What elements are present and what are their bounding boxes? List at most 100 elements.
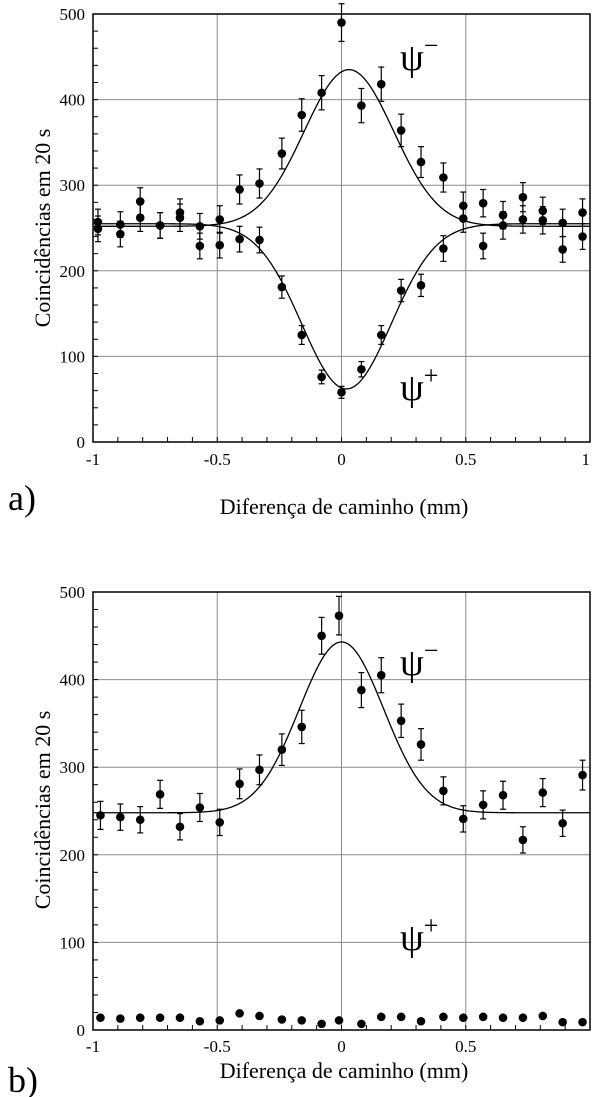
- data-point-s0: [376, 670, 386, 680]
- data-point-s0: [195, 803, 205, 812]
- x-tick-label: 0.5: [455, 450, 476, 469]
- data-point-s0: [116, 812, 125, 822]
- psi-annotation-0: ψ−: [400, 31, 438, 79]
- data-point-s1: [116, 229, 125, 239]
- data-point-s1: [478, 1012, 488, 1022]
- psi-superscript: −: [424, 636, 439, 665]
- data-point-s1: [277, 1015, 287, 1024]
- y-tick-label: 400: [60, 671, 86, 690]
- data-point-s1: [416, 281, 426, 290]
- data-point-s1: [93, 224, 103, 234]
- x-tick-label: -0.5: [204, 1037, 231, 1056]
- data-point-s0: [538, 788, 548, 797]
- data-point-s1: [215, 1016, 225, 1025]
- psi-annotation-1: ψ+: [400, 361, 438, 409]
- psi-symbol: ψ: [400, 367, 424, 409]
- x-tick-label: 0: [337, 450, 346, 469]
- data-point-s0: [297, 110, 307, 120]
- panel-label: a): [8, 478, 36, 518]
- data-point-s1: [155, 1013, 165, 1023]
- data-point-s0: [255, 179, 264, 188]
- data-point-s1: [578, 1017, 587, 1027]
- data-point-s1: [498, 1013, 508, 1023]
- data-point-s0: [175, 822, 185, 832]
- x-axis-label: Diferença de caminho (mm): [220, 1058, 469, 1083]
- data-point-s1: [439, 244, 448, 253]
- y-tick-label: 100: [60, 347, 86, 366]
- fit-curve-0: [93, 641, 590, 814]
- data-point-s1: [357, 364, 366, 374]
- data-point-s1: [317, 1019, 326, 1029]
- data-point-s1: [334, 1016, 344, 1025]
- data-point-s1: [135, 1013, 145, 1023]
- chart-a: -1 -0.5 0 0.5 1 0 100 200 300 400 500 Coincidências…: [8, 3, 591, 519]
- y-axis-label: Coincidências em 20 s: [30, 129, 55, 328]
- x-tick-label: -1: [86, 1037, 100, 1056]
- data-point-s0: [416, 740, 426, 749]
- data-point-s0: [155, 790, 165, 799]
- x-tick-label: 0: [337, 1037, 346, 1056]
- data-point-s0: [255, 765, 264, 775]
- y-tick-label: 0: [77, 1021, 86, 1040]
- data-point-s0: [376, 79, 386, 89]
- data-point-s1: [458, 214, 468, 223]
- data-point-s1: [578, 232, 587, 241]
- data-point-s1: [277, 282, 287, 292]
- data-point-s1: [558, 245, 567, 254]
- data-point-s0: [135, 815, 145, 825]
- data-point-s0: [478, 800, 488, 810]
- x-tick-label: -1: [86, 450, 100, 469]
- data-point-s0: [518, 835, 528, 845]
- data-point-s0: [518, 192, 528, 202]
- y-tick-label: 300: [60, 758, 86, 777]
- x-tick-label: 0.5: [455, 1037, 476, 1056]
- data-point-s0: [297, 722, 307, 732]
- data-point-s1: [376, 330, 386, 340]
- data-point-s1: [376, 1012, 386, 1022]
- data-point-s1: [135, 197, 145, 206]
- data-point-s0: [317, 631, 326, 641]
- x-axis-label: Diferença de caminho (mm): [220, 494, 469, 519]
- data-point-s0: [558, 218, 567, 228]
- data-point-s1: [195, 241, 205, 251]
- data-point-s0: [235, 185, 244, 194]
- data-point-s0: [215, 215, 225, 224]
- data-point-s1: [478, 241, 488, 251]
- y-tick-label: 300: [60, 176, 86, 195]
- psi-superscript: +: [424, 361, 439, 390]
- data-point-s0: [334, 611, 344, 620]
- y-tick-label: 0: [77, 433, 86, 452]
- data-point-s1: [538, 215, 548, 225]
- data-point-s0: [317, 88, 326, 98]
- data-point-s1: [116, 1014, 125, 1023]
- data-point-s1: [255, 235, 264, 245]
- data-point-s1: [416, 1016, 426, 1026]
- y-axis-label: Coincidências em 20 s: [30, 711, 55, 910]
- data-point-s1: [235, 234, 244, 244]
- data-point-s1: [558, 1017, 567, 1027]
- data-point-s1: [518, 1013, 528, 1023]
- data-point-s1: [297, 330, 307, 340]
- data-point-s0: [416, 157, 426, 167]
- data-point-s0: [578, 208, 587, 217]
- psi-superscript: +: [424, 911, 439, 940]
- y-tick-label: 500: [60, 5, 86, 24]
- data-point-s1: [498, 221, 508, 230]
- data-point-s0: [357, 685, 366, 695]
- psi-symbol: ψ: [400, 642, 424, 684]
- panel-label: b): [8, 1060, 38, 1097]
- data-point-s1: [255, 1011, 264, 1021]
- psi-superscript: −: [424, 31, 439, 60]
- psi-symbol: ψ: [400, 37, 424, 79]
- data-point-s1: [396, 1012, 406, 1022]
- x-tick-label: -0.5: [204, 450, 231, 469]
- psi-symbol: ψ: [400, 917, 424, 959]
- data-point-s1: [96, 1013, 105, 1023]
- chart-b: -1 -0.5 0 0.5 0 100 200 300 400 500 Coincidências …: [8, 583, 591, 1097]
- data-point-s1: [317, 372, 326, 382]
- y-tick-label: 400: [60, 91, 86, 110]
- data-point-s0: [478, 198, 488, 208]
- data-point-s1: [175, 1013, 185, 1023]
- data-point-s1: [215, 240, 225, 250]
- data-point-s1: [357, 1019, 366, 1029]
